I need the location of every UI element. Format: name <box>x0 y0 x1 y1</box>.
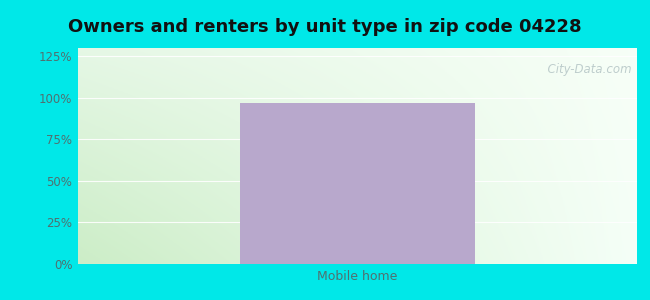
Text: City-Data.com: City-Data.com <box>540 63 631 76</box>
Text: Owners and renters by unit type in zip code 04228: Owners and renters by unit type in zip c… <box>68 18 582 36</box>
Bar <box>240 103 475 264</box>
